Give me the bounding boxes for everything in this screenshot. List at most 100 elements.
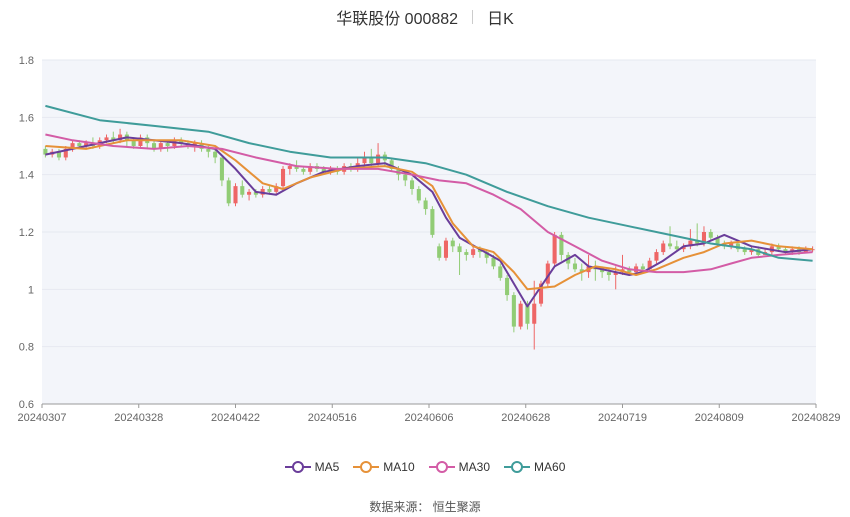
- legend-dot-ma60: [511, 461, 524, 473]
- legend-label-ma60: MA60: [534, 460, 566, 474]
- candle-body: [511, 295, 516, 327]
- x-tick-label: 20240328: [114, 412, 163, 424]
- header-divider: [472, 10, 474, 24]
- candle-body: [138, 137, 143, 146]
- candle-body: [532, 303, 537, 324]
- legend-marker-ma60: [504, 461, 531, 473]
- candle-body: [369, 157, 374, 164]
- candle-body: [111, 137, 116, 141]
- legend-item-ma5[interactable]: MA5: [284, 460, 339, 474]
- y-tick-label: 1.2: [19, 227, 34, 239]
- y-tick-label: 1.4: [19, 170, 34, 182]
- y-tick-label: 1.8: [19, 55, 34, 67]
- x-tick-label: 20240628: [501, 412, 550, 424]
- candle-body: [321, 168, 326, 172]
- candle-body: [654, 252, 659, 261]
- x-tick-label: 20240516: [308, 412, 357, 424]
- candle-body: [240, 186, 245, 195]
- x-tick-label: 20240422: [211, 412, 260, 424]
- candle-body: [84, 143, 89, 146]
- x-tick-label: 20240829: [792, 412, 841, 424]
- candle-body: [559, 234, 564, 255]
- candle-body: [213, 151, 218, 158]
- candle-body: [776, 246, 781, 250]
- candle-body: [647, 260, 652, 270]
- candle-body: [301, 168, 306, 172]
- x-tick-label: 20240809: [695, 412, 744, 424]
- candle-body: [505, 277, 510, 296]
- legend-dot-ma5: [291, 461, 304, 473]
- candle-body: [695, 240, 700, 244]
- candle-body: [430, 209, 435, 235]
- candle-body: [219, 157, 224, 181]
- candle-body: [287, 166, 292, 169]
- candle-body: [579, 269, 584, 273]
- candle-body: [667, 243, 673, 247]
- x-tick-label: 20240719: [598, 412, 647, 424]
- candle-body: [545, 263, 550, 284]
- candle-body: [70, 143, 75, 149]
- data-source: 数据来源： 恒生聚源: [369, 500, 481, 514]
- candle-body: [165, 143, 170, 146]
- y-tick-label: 0.8: [19, 342, 34, 354]
- legend-label-ma30: MA30: [458, 460, 491, 474]
- candle-body: [437, 246, 442, 258]
- y-tick-label: 0.6: [19, 399, 34, 411]
- y-tick-label: 1.6: [19, 112, 34, 124]
- candle-body: [409, 180, 415, 189]
- candle-body: [471, 249, 476, 255]
- candle-body: [606, 272, 611, 275]
- candle-body: [389, 160, 394, 169]
- candle-body: [56, 151, 62, 158]
- candle-body: [274, 186, 279, 192]
- candle-body: [158, 143, 163, 149]
- candle-body: [151, 143, 157, 149]
- candle-body: [443, 240, 449, 258]
- candle-body: [498, 266, 503, 278]
- x-tick-label: 20240606: [405, 412, 454, 424]
- candle-body: [43, 148, 48, 155]
- series-line-ma60: [45, 104, 813, 262]
- candle-body: [423, 200, 428, 210]
- chart-header: 华联股份 000882 日K: [0, 7, 850, 28]
- candle-body: [179, 140, 184, 144]
- candle-body: [118, 134, 123, 141]
- candle-body: [552, 234, 557, 264]
- candle-body: [600, 269, 605, 273]
- candle-body: [206, 148, 211, 152]
- chart-legend: MA5 MA10 MA30 MA60: [0, 458, 850, 476]
- candle-body: [708, 232, 713, 238]
- candle-body: [233, 186, 238, 204]
- candle-body: [362, 157, 367, 164]
- candle-body: [674, 246, 679, 250]
- candle-body: [491, 257, 496, 267]
- legend-marker-ma30: [428, 461, 455, 473]
- candle-body: [294, 166, 299, 169]
- legend-item-ma60[interactable]: MA60: [504, 460, 565, 474]
- candle-body: [247, 191, 252, 195]
- candle-body: [715, 237, 720, 244]
- candle-body: [403, 174, 408, 181]
- candle-body: [77, 143, 82, 146]
- series-line-ma30: [45, 133, 813, 274]
- candle-body: [457, 246, 462, 253]
- candle-body: [464, 252, 469, 255]
- candle-body: [104, 137, 109, 141]
- legend-marker-ma5: [284, 461, 311, 473]
- candle-body: [63, 148, 68, 158]
- candle-body: [572, 263, 578, 270]
- period-tab[interactable]: 日K: [487, 11, 514, 28]
- legend-item-ma10[interactable]: MA10: [353, 460, 415, 474]
- candle-body: [477, 249, 482, 253]
- candle-body: [518, 303, 523, 327]
- candle-body: [742, 249, 747, 253]
- candle-body: [627, 269, 632, 273]
- candle-body: [267, 189, 272, 192]
- candle-body: [688, 240, 693, 247]
- candle-body: [749, 249, 754, 253]
- x-tick-label: 20240307: [18, 412, 67, 424]
- candle-body: [376, 154, 381, 164]
- series-line-ma10: [45, 139, 813, 291]
- legend-item-ma30[interactable]: MA30: [428, 460, 491, 474]
